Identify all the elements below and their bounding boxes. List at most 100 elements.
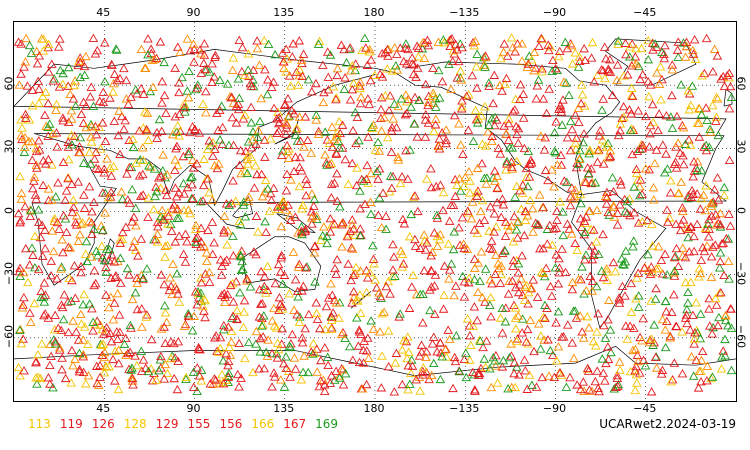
station-marker [720, 351, 730, 360]
station-marker [449, 110, 460, 120]
station-marker [471, 187, 482, 197]
station-marker [188, 367, 199, 376]
station-marker [403, 385, 413, 394]
station-marker [695, 268, 706, 278]
station-marker [16, 188, 27, 198]
station-marker [332, 196, 343, 205]
station-marker [443, 239, 454, 248]
station-marker [266, 195, 277, 205]
station-marker [669, 358, 680, 367]
station-marker [334, 371, 345, 380]
station-marker [650, 352, 661, 361]
station-marker [198, 99, 208, 108]
station-marker [558, 95, 568, 104]
station-marker [704, 214, 714, 224]
station-marker [644, 142, 655, 151]
station-marker [520, 295, 530, 304]
station-marker [213, 125, 223, 134]
station-marker [676, 177, 686, 186]
station-marker [696, 255, 707, 264]
station-marker [399, 219, 410, 228]
station-marker [269, 372, 280, 381]
station-marker [97, 118, 108, 127]
station-marker [270, 49, 280, 59]
station-marker [184, 311, 194, 321]
station-marker [358, 345, 369, 354]
station-marker [142, 264, 152, 273]
station-marker [295, 152, 305, 162]
station-marker [97, 350, 107, 359]
station-marker [647, 38, 658, 47]
station-marker [16, 338, 27, 348]
station-marker [655, 62, 666, 71]
station-marker [472, 315, 483, 325]
station-marker [598, 272, 609, 282]
station-marker [79, 203, 90, 212]
station-marker [660, 325, 671, 334]
station-marker [66, 130, 77, 139]
station-marker [364, 44, 375, 54]
station-marker [582, 163, 593, 172]
station-marker [51, 99, 62, 109]
station-marker [469, 274, 480, 284]
station-marker [541, 263, 551, 272]
station-marker [431, 181, 441, 191]
station-marker [591, 237, 602, 246]
station-marker [151, 182, 161, 191]
station-marker [485, 300, 495, 309]
station-marker [326, 312, 337, 321]
station-marker [685, 140, 696, 149]
station-marker [154, 365, 164, 375]
station-marker [361, 346, 372, 355]
station-marker [179, 99, 190, 108]
station-marker [373, 137, 383, 146]
station-marker [603, 138, 613, 148]
station-marker [418, 370, 428, 379]
station-marker [657, 47, 667, 56]
station-marker [172, 204, 183, 213]
station-marker [544, 45, 554, 55]
station-marker [292, 286, 303, 296]
station-marker [458, 149, 468, 158]
station-marker [556, 104, 567, 113]
station-marker [338, 380, 349, 389]
station-marker [381, 211, 391, 221]
station-marker [630, 52, 641, 61]
station-marker [516, 274, 526, 283]
station-marker [577, 327, 587, 336]
station-marker [281, 185, 292, 195]
station-marker [692, 165, 703, 175]
station-marker [690, 54, 701, 64]
station-marker [35, 232, 46, 242]
station-marker [570, 185, 580, 194]
station-marker [382, 64, 393, 73]
station-marker [232, 369, 243, 379]
station-marker [426, 251, 436, 260]
station-marker [713, 320, 723, 330]
station-marker [369, 259, 379, 268]
station-marker [279, 63, 289, 73]
station-marker [535, 344, 546, 353]
station-marker [362, 333, 373, 342]
station-marker [225, 91, 235, 101]
station-marker [66, 296, 77, 305]
station-marker [275, 299, 286, 309]
station-marker [161, 185, 171, 194]
station-marker [98, 329, 109, 338]
station-marker [503, 135, 514, 144]
station-marker [462, 244, 473, 254]
station-marker [547, 66, 557, 75]
station-marker [253, 125, 264, 135]
station-marker [380, 91, 391, 100]
left-tick-label: −30 [2, 261, 16, 285]
station-marker [95, 144, 106, 153]
station-marker [653, 241, 664, 251]
station-marker [71, 327, 82, 336]
station-marker [421, 352, 431, 362]
station-marker [84, 182, 95, 191]
station-marker [190, 84, 201, 94]
station-marker [256, 169, 267, 179]
station-marker [122, 169, 132, 178]
station-marker [51, 192, 61, 201]
station-marker [541, 108, 552, 118]
